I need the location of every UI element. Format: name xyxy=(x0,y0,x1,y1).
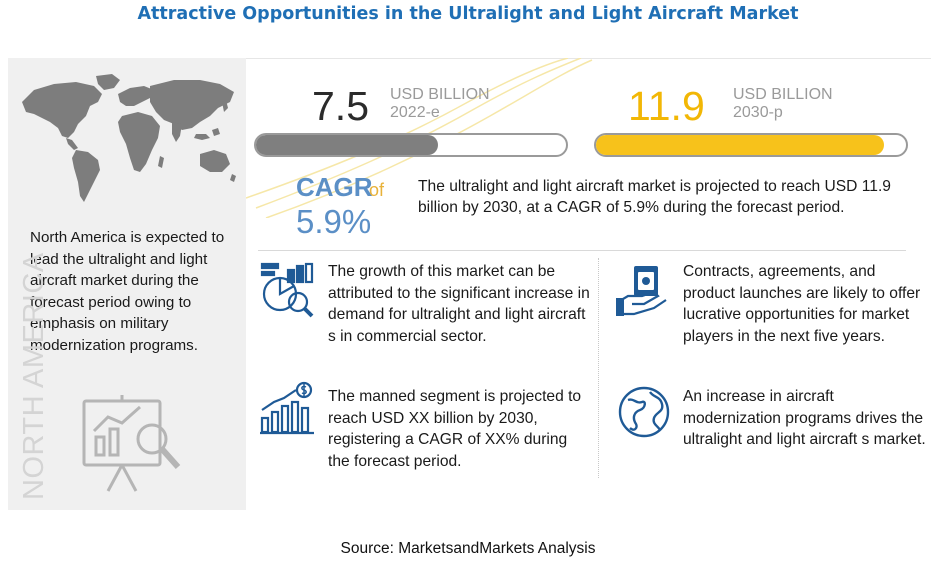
kpi-end-unit: USD BILLION xyxy=(733,86,833,103)
cagr-value: 5.9% xyxy=(296,203,372,240)
bar-2022 xyxy=(256,135,438,155)
projection-text: The ultralight and light aircraft market… xyxy=(418,178,891,216)
bar-track-2022 xyxy=(254,133,568,157)
decorative-swoosh xyxy=(246,58,593,218)
vertical-divider xyxy=(598,258,599,478)
page-title: Attractive Opportunities in the Ultralig… xyxy=(137,4,799,24)
money-handshake-icon xyxy=(616,266,667,316)
item-contracts-text: Contracts, agreements, and product launc… xyxy=(683,263,921,345)
source-note: Source: MarketsandMarkets Analysis xyxy=(340,540,596,557)
kpi-start-year: 2022-e xyxy=(390,104,440,121)
bar-2030 xyxy=(596,135,884,155)
kpi-start-unit: USD BILLION xyxy=(390,86,490,103)
vertical-region-label: NORTH AMERICA xyxy=(18,252,50,500)
cagr-label: CAGR xyxy=(296,172,373,202)
growth-chart-dollar-icon xyxy=(260,381,314,435)
kpi-start-value: 7.5 xyxy=(312,83,369,129)
kpi-end-year: 2030-p xyxy=(733,104,783,121)
item-manned-text: The manned segment is projected to reach… xyxy=(328,388,582,470)
globe-icon xyxy=(618,386,670,438)
item-modernization-text: An increase in aircraft modernization pr… xyxy=(683,388,926,448)
bar-track-2030 xyxy=(594,133,908,157)
presentation-analytics-icon xyxy=(82,395,181,492)
north-america-text: North America is expected to lead the ul… xyxy=(30,229,225,354)
horizontal-divider xyxy=(258,250,906,251)
item-growth-text: The growth of this market can be attribu… xyxy=(328,263,590,345)
world-map-icon xyxy=(22,74,236,202)
cagr-of: of xyxy=(369,180,385,200)
analytics-magnifier-icon xyxy=(260,262,314,318)
kpi-end-value: 11.9 xyxy=(628,83,705,129)
